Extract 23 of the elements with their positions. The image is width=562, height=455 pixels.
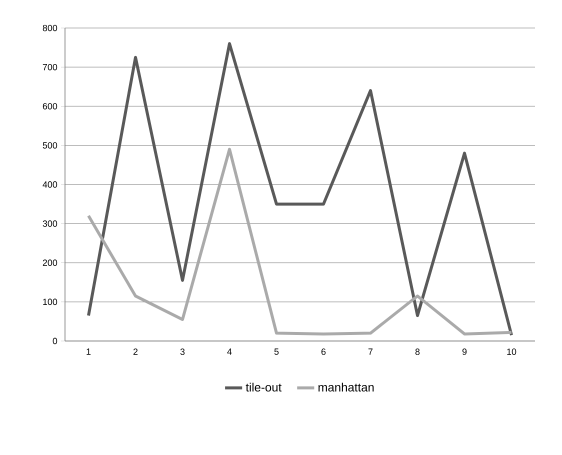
y-tick-label: 700 bbox=[42, 64, 58, 70]
y-tick-label: 100 bbox=[43, 298, 58, 306]
x-tick-label: 9 bbox=[462, 348, 467, 355]
line-series bbox=[87, 148, 514, 336]
line-series bbox=[87, 42, 514, 337]
x-tick-label: 3 bbox=[180, 348, 185, 355]
y-tick-label: 500 bbox=[42, 142, 58, 149]
y-tick-label: 400 bbox=[42, 181, 58, 188]
y-tick-label: 300 bbox=[42, 220, 58, 227]
legend-label: manhattan bbox=[318, 382, 374, 392]
x-tick-label: 2 bbox=[133, 348, 138, 355]
x-tick-label: 7 bbox=[368, 348, 373, 355]
x-tick-label: 10 bbox=[507, 348, 516, 355]
y-tick-label: 800 bbox=[42, 24, 58, 32]
x-tick-label: 6 bbox=[321, 348, 326, 355]
y-tick-label: 0 bbox=[52, 338, 58, 344]
legend-label: tile-out bbox=[246, 382, 282, 392]
x-tick-label: 4 bbox=[227, 348, 232, 355]
y-tick-label: 200 bbox=[42, 260, 58, 266]
x-tick-label: 8 bbox=[415, 348, 420, 355]
y-tick-label: 600 bbox=[42, 103, 58, 110]
x-tick-label: 5 bbox=[274, 348, 279, 355]
x-tick-label: 1 bbox=[86, 348, 91, 355]
